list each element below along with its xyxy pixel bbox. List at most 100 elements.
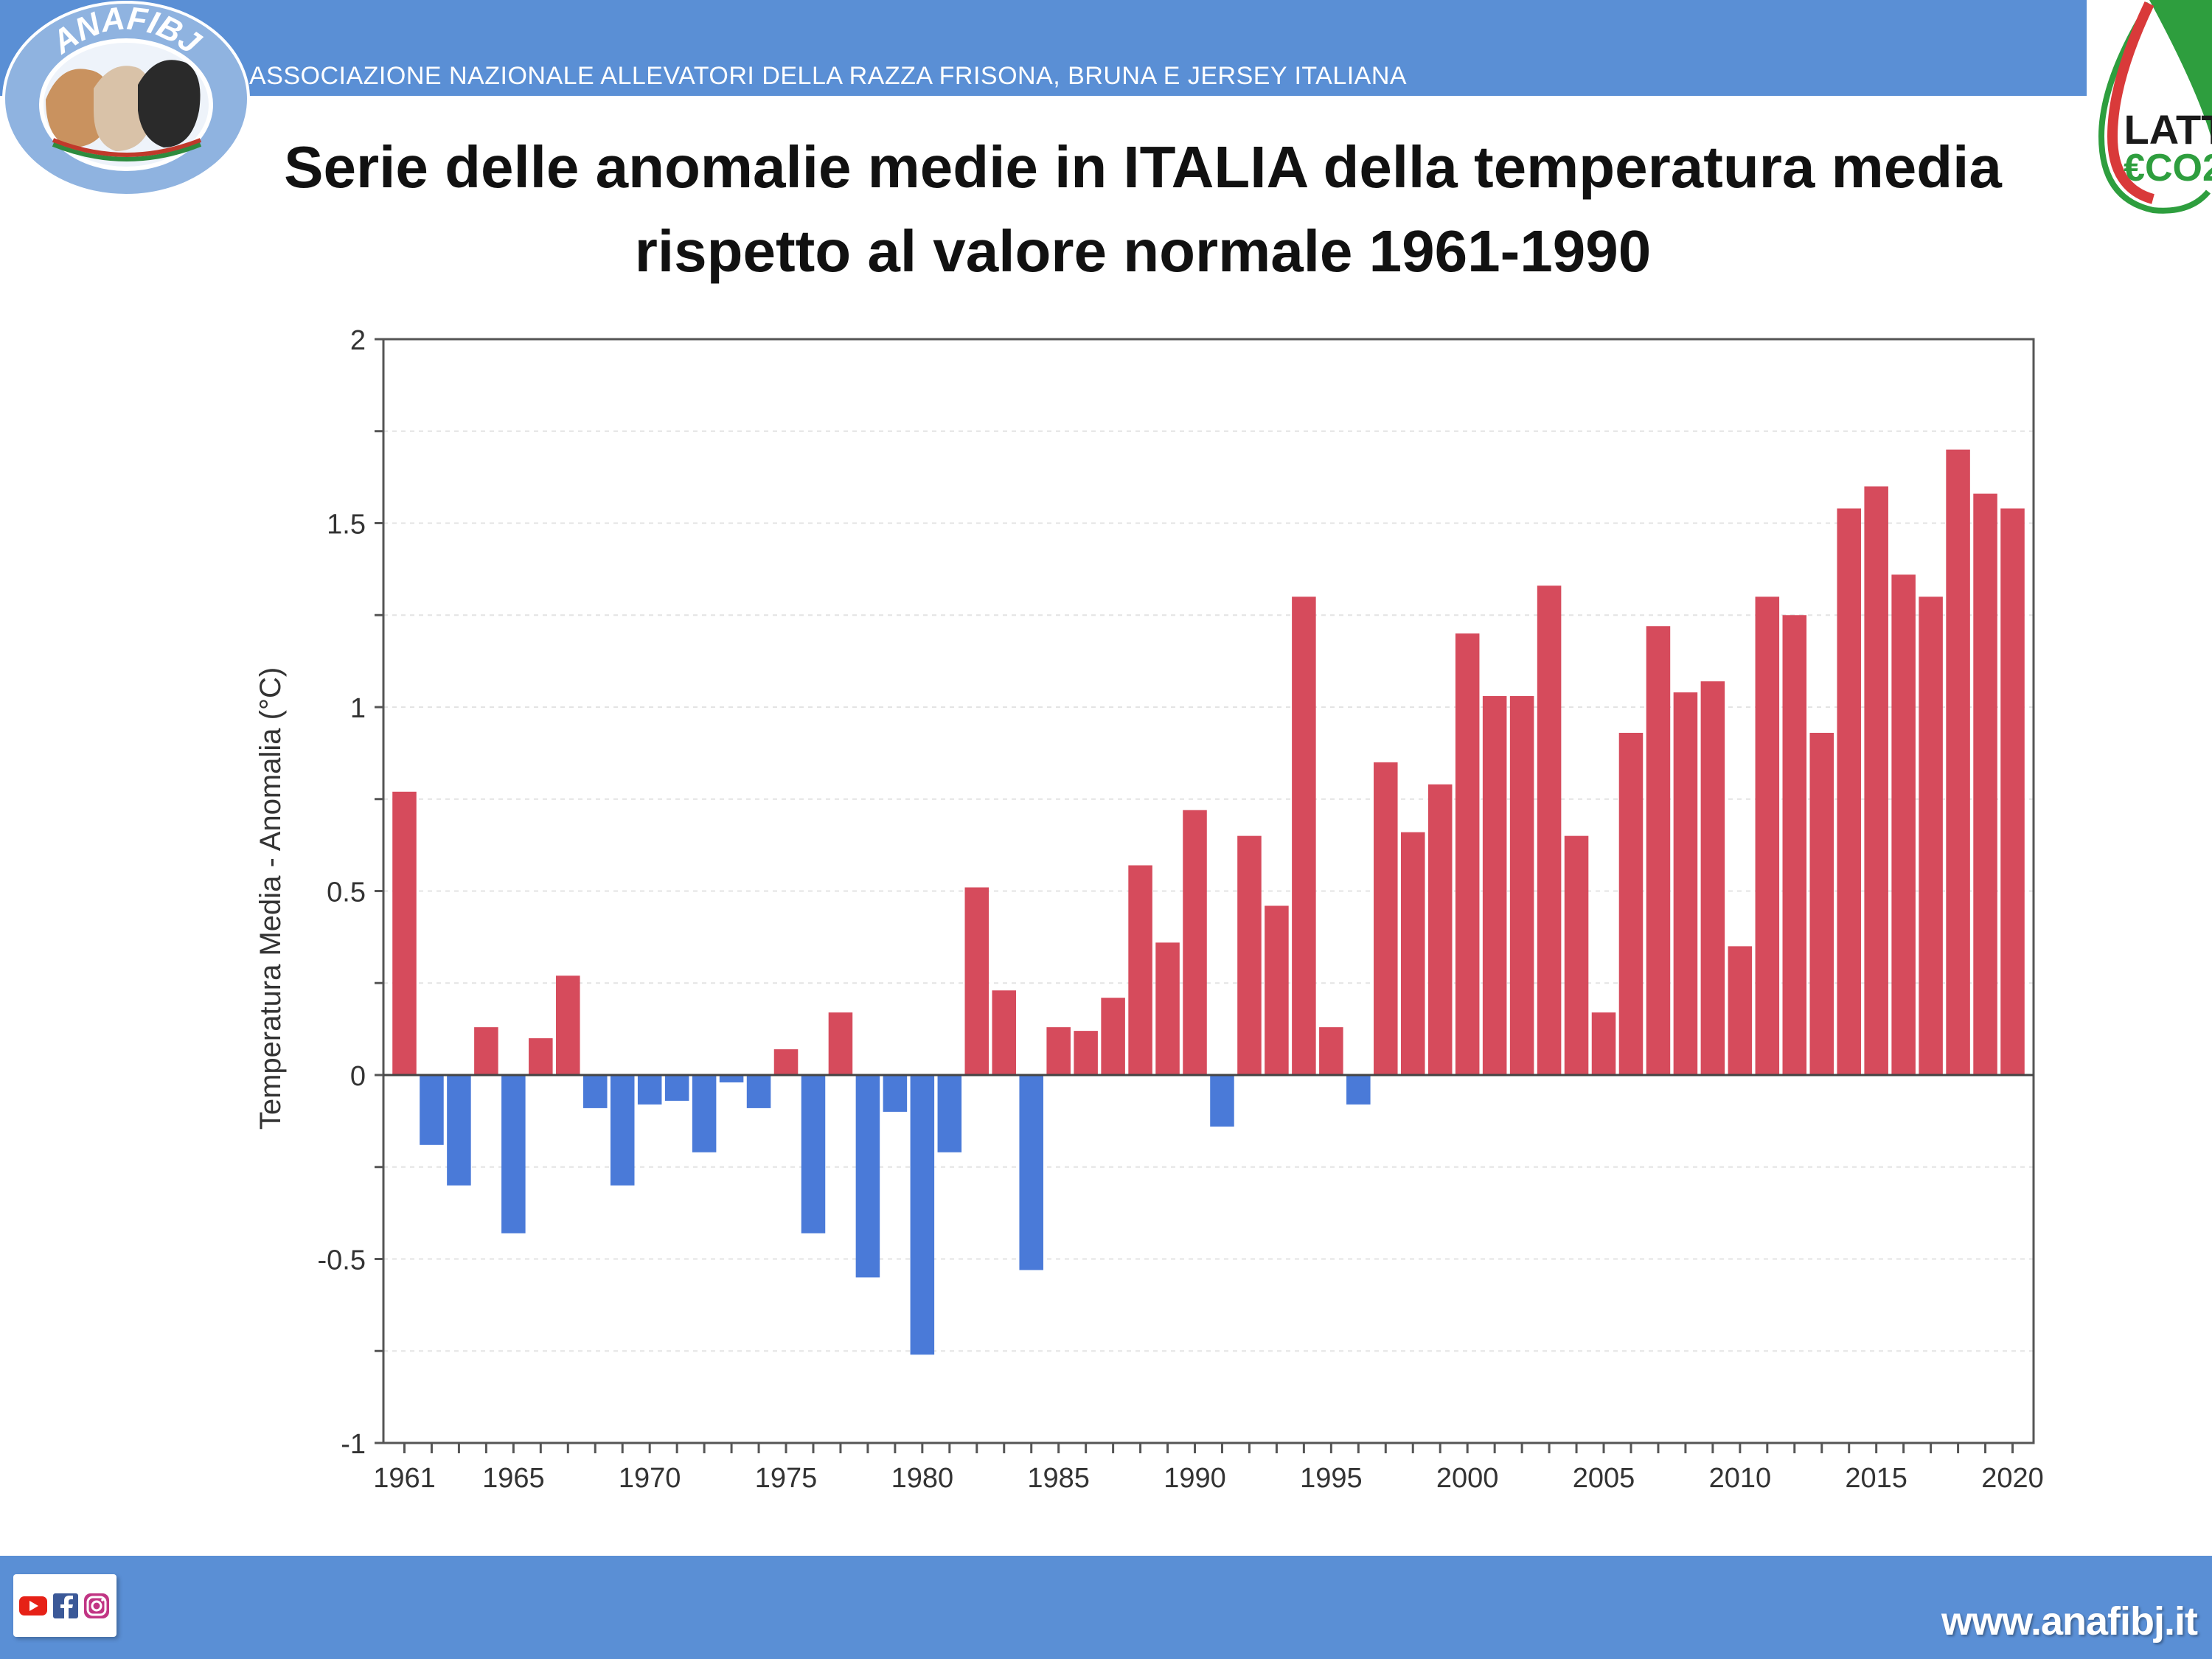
bar-2010 xyxy=(1728,946,1753,1075)
x-tick-label: 1961 xyxy=(373,1463,436,1494)
bar-1967 xyxy=(556,975,580,1075)
bar-1975 xyxy=(773,1049,799,1075)
bar-2008 xyxy=(1673,692,1698,1075)
x-tick-label: 2000 xyxy=(1436,1463,1499,1494)
bar-1998 xyxy=(1400,832,1425,1075)
bar-1968 xyxy=(582,1075,608,1108)
bar-1987 xyxy=(1101,998,1125,1075)
bar-2006 xyxy=(1618,732,1644,1075)
y-tick-label: -1 xyxy=(341,1429,366,1460)
bar-1986 xyxy=(1074,1031,1098,1075)
y-axis-label: Temperatura Media - Anomalia (°C) xyxy=(254,667,287,1130)
x-tick-label: 1990 xyxy=(1164,1463,1226,1494)
x-tick-label: 1965 xyxy=(482,1463,545,1494)
logo-right-text-2: €CO2 xyxy=(2124,147,2212,189)
bar-2013 xyxy=(1809,732,1834,1075)
bar-2014 xyxy=(1837,508,1861,1075)
bar-1976 xyxy=(801,1075,826,1234)
y-tick-label: 1 xyxy=(350,693,366,724)
bar-1972 xyxy=(692,1075,717,1152)
bar-1982 xyxy=(964,887,990,1075)
y-tick-label: 0.5 xyxy=(327,877,366,908)
bar-2018 xyxy=(1946,449,1970,1075)
x-tick-label: 2010 xyxy=(1709,1463,1772,1494)
footer-bar xyxy=(0,1556,2212,1659)
x-tick-label: 1980 xyxy=(891,1463,954,1494)
bar-2000 xyxy=(1455,633,1480,1075)
bar-2016 xyxy=(1891,574,1916,1075)
anafibj-logo: ANAFIBJ xyxy=(2,0,250,197)
bar-1971 xyxy=(664,1075,689,1101)
bar-2011 xyxy=(1755,597,1780,1075)
bar-1988 xyxy=(1128,865,1152,1075)
bar-1983 xyxy=(992,990,1017,1075)
bar-1966 xyxy=(529,1038,553,1075)
social-icons xyxy=(13,1574,116,1637)
header-bar xyxy=(0,0,2212,96)
bar-1997 xyxy=(1374,762,1398,1075)
association-name: ASSOCIAZIONE NAZIONALE ALLEVATORI DELLA … xyxy=(249,62,1408,90)
x-tick-label: 1985 xyxy=(1027,1463,1090,1494)
bar-1995 xyxy=(1319,1027,1343,1075)
bar-1961 xyxy=(392,791,417,1075)
bar-1985 xyxy=(1046,1027,1071,1075)
y-tick-label: 1.5 xyxy=(327,509,366,540)
bar-2001 xyxy=(1482,696,1507,1075)
bar-1964 xyxy=(474,1027,498,1075)
y-tick-label: 2 xyxy=(350,325,366,356)
bar-2007 xyxy=(1646,626,1671,1075)
bar-1996 xyxy=(1346,1075,1371,1105)
x-ticks-group: 1961 1965 1970 1975 1980 1985 1990 1995 2000 2005… xyxy=(373,1443,2044,1494)
x-tick-label: 1995 xyxy=(1300,1463,1363,1494)
bar-1991 xyxy=(1210,1075,1234,1127)
y-tick-label: 0 xyxy=(350,1061,366,1092)
bar-2004 xyxy=(1564,835,1589,1075)
latteco2-logo: LATT €CO2 xyxy=(2087,0,2212,221)
x-tick-label: 1975 xyxy=(755,1463,818,1494)
bar-2015 xyxy=(1864,486,1888,1075)
x-tick-label: 2015 xyxy=(1845,1463,1907,1494)
bar-1981 xyxy=(937,1075,962,1152)
bar-2017 xyxy=(1919,597,1943,1075)
y-ticks-group: -1 -0.5 0 0.5 1 1.5 2 xyxy=(318,325,383,1460)
bar-1989 xyxy=(1155,942,1180,1075)
bar-1994 xyxy=(1292,597,1316,1075)
bar-1992 xyxy=(1237,835,1262,1075)
bar-1965 xyxy=(501,1075,526,1234)
bar-1963 xyxy=(447,1075,471,1186)
bar-1978 xyxy=(855,1075,880,1278)
bar-2003 xyxy=(1537,585,1562,1075)
bar-1970 xyxy=(637,1075,662,1105)
youtube-icon[interactable] xyxy=(19,1596,47,1615)
bar-2005 xyxy=(1591,1012,1616,1075)
x-tick-label: 1970 xyxy=(619,1463,681,1494)
bar-1984 xyxy=(1019,1075,1043,1270)
facebook-icon[interactable] xyxy=(53,1593,78,1618)
bar-1980 xyxy=(910,1075,935,1355)
bar-1974 xyxy=(746,1075,771,1108)
title-line-1: Serie delle anomalie medie in ITALIA del… xyxy=(284,134,2002,200)
bar-1999 xyxy=(1427,784,1453,1075)
page-title: Serie delle anomalie medie in ITALIA del… xyxy=(243,125,2042,293)
title-line-2: rispetto al valore normale 1961-1990 xyxy=(634,218,1652,284)
bar-1969 xyxy=(610,1075,635,1186)
bar-2002 xyxy=(1509,696,1534,1075)
x-tick-label: 2005 xyxy=(1573,1463,1635,1494)
y-tick-label: -0.5 xyxy=(318,1245,366,1276)
website-link[interactable]: www.anafibj.it xyxy=(1941,1599,2198,1644)
x-tick-label: 2020 xyxy=(1981,1463,2044,1494)
bar-2012 xyxy=(1782,615,1807,1075)
instagram-icon[interactable] xyxy=(84,1593,109,1618)
temperature-anomaly-chart: -1 -0.5 0 0.5 1 1.5 2 1961 1965 1970 1975 1980 1985… xyxy=(254,325,2044,1494)
bar-1973 xyxy=(719,1075,744,1082)
bar-1993 xyxy=(1265,905,1289,1075)
bar-2020 xyxy=(2000,508,2025,1075)
bar-1990 xyxy=(1183,810,1207,1075)
bar-1979 xyxy=(883,1075,908,1112)
bar-1962 xyxy=(420,1075,444,1145)
bars-group xyxy=(392,449,2025,1355)
logo-right-text-1: LATT xyxy=(2124,106,2212,153)
bar-1977 xyxy=(828,1012,853,1075)
bar-2019 xyxy=(1973,493,1997,1075)
bar-2009 xyxy=(1700,681,1725,1075)
